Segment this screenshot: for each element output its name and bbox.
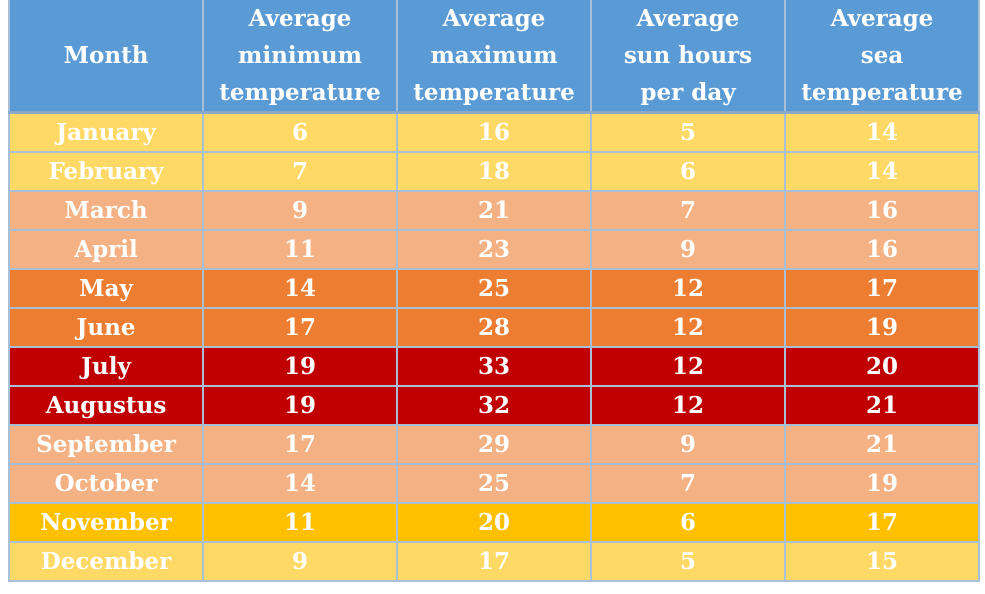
month-cell: October <box>8 463 204 504</box>
sun-hours-cell: 12 <box>590 385 786 426</box>
sun-hours-cell: 6 <box>590 151 786 192</box>
min-temp-cell: 11 <box>202 229 398 270</box>
header-line: temperature <box>413 79 575 106</box>
sea-temp-cell: 16 <box>784 229 980 270</box>
max-temp-cell: 21 <box>396 190 592 231</box>
month-cell: February <box>8 151 204 192</box>
sea-temp-cell: 14 <box>784 111 980 153</box>
sea-temp-cell: 17 <box>784 502 980 543</box>
table-row: February 7 18 6 14 <box>8 151 980 192</box>
min-temp-cell: 19 <box>202 346 398 387</box>
sea-temp-cell: 15 <box>784 541 980 582</box>
max-temp-cell: 18 <box>396 151 592 192</box>
header-row: Month Average minimum temperature Averag… <box>8 0 980 114</box>
min-temp-cell: 14 <box>202 268 398 309</box>
sun-hours-cell: 5 <box>590 541 786 582</box>
max-temp-cell: 28 <box>396 307 592 348</box>
month-cell: March <box>8 190 204 231</box>
max-temp-cell: 16 <box>396 111 592 153</box>
sea-temp-cell: 19 <box>784 463 980 504</box>
sun-hours-cell: 7 <box>590 463 786 504</box>
header-line: temperature <box>219 79 381 106</box>
min-temp-cell: 17 <box>202 307 398 348</box>
month-cell: April <box>8 229 204 270</box>
min-temp-cell: 19 <box>202 385 398 426</box>
sun-hours-cell: 12 <box>590 307 786 348</box>
table-row: June 17 28 12 19 <box>8 307 980 348</box>
max-temp-cell: 33 <box>396 346 592 387</box>
sun-hours-cell: 9 <box>590 229 786 270</box>
header-line: Average <box>442 5 546 32</box>
sea-temp-cell: 21 <box>784 385 980 426</box>
max-temp-cell: 29 <box>396 424 592 465</box>
header-line: Month <box>63 42 149 69</box>
header-line: sea <box>860 42 904 69</box>
sun-hours-cell: 12 <box>590 346 786 387</box>
climate-table: Month Average minimum temperature Averag… <box>8 0 980 582</box>
sea-temp-cell: 20 <box>784 346 980 387</box>
sea-temp-cell: 21 <box>784 424 980 465</box>
header-line: Average <box>830 5 934 32</box>
header-sun-hours: Average sun hours per day <box>590 0 786 114</box>
header-month: Month <box>8 0 204 114</box>
header-line: temperature <box>801 79 963 106</box>
table-row: December 9 17 5 15 <box>8 541 980 582</box>
table-row: Augustus 19 32 12 21 <box>8 385 980 426</box>
max-temp-cell: 17 <box>396 541 592 582</box>
sea-temp-cell: 17 <box>784 268 980 309</box>
table-row: October 14 25 7 19 <box>8 463 980 504</box>
min-temp-cell: 11 <box>202 502 398 543</box>
sea-temp-cell: 14 <box>784 151 980 192</box>
min-temp-cell: 7 <box>202 151 398 192</box>
min-temp-cell: 9 <box>202 541 398 582</box>
min-temp-cell: 6 <box>202 111 398 153</box>
header-line: Average <box>636 5 740 32</box>
table-row: March 9 21 7 16 <box>8 190 980 231</box>
header-sea-temp: Average sea temperature <box>784 0 980 114</box>
sun-hours-cell: 7 <box>590 190 786 231</box>
table-row: April 11 23 9 16 <box>8 229 980 270</box>
table-row: January 6 16 5 14 <box>8 111 980 153</box>
table-row: November 11 20 6 17 <box>8 502 980 543</box>
month-cell: November <box>8 502 204 543</box>
sea-temp-cell: 19 <box>784 307 980 348</box>
header-max-temp: Average maximum temperature <box>396 0 592 114</box>
min-temp-cell: 17 <box>202 424 398 465</box>
max-temp-cell: 32 <box>396 385 592 426</box>
month-cell: Augustus <box>8 385 204 426</box>
sun-hours-cell: 6 <box>590 502 786 543</box>
table-row: May 14 25 12 17 <box>8 268 980 309</box>
max-temp-cell: 25 <box>396 463 592 504</box>
header-line: maximum <box>430 42 558 69</box>
min-temp-cell: 9 <box>202 190 398 231</box>
header-line: minimum <box>238 42 362 69</box>
sea-temp-cell: 16 <box>784 190 980 231</box>
sun-hours-cell: 12 <box>590 268 786 309</box>
header-line: sun hours <box>623 42 753 69</box>
month-cell: July <box>8 346 204 387</box>
max-temp-cell: 25 <box>396 268 592 309</box>
sun-hours-cell: 5 <box>590 111 786 153</box>
month-cell: May <box>8 268 204 309</box>
header-line: per day <box>640 79 736 106</box>
month-cell: September <box>8 424 204 465</box>
max-temp-cell: 23 <box>396 229 592 270</box>
table-body: January 6 16 5 14 February 7 18 6 14 March 9 21 7 16 Ap… <box>8 111 980 582</box>
max-temp-cell: 20 <box>396 502 592 543</box>
sun-hours-cell: 9 <box>590 424 786 465</box>
month-cell: January <box>8 111 204 153</box>
min-temp-cell: 14 <box>202 463 398 504</box>
month-cell: December <box>8 541 204 582</box>
month-cell: June <box>8 307 204 348</box>
table-row: July 19 33 12 20 <box>8 346 980 387</box>
table-row: September 17 29 9 21 <box>8 424 980 465</box>
header-min-temp: Average minimum temperature <box>202 0 398 114</box>
header-line: Average <box>248 5 352 32</box>
table-header: Month Average minimum temperature Averag… <box>8 0 980 114</box>
